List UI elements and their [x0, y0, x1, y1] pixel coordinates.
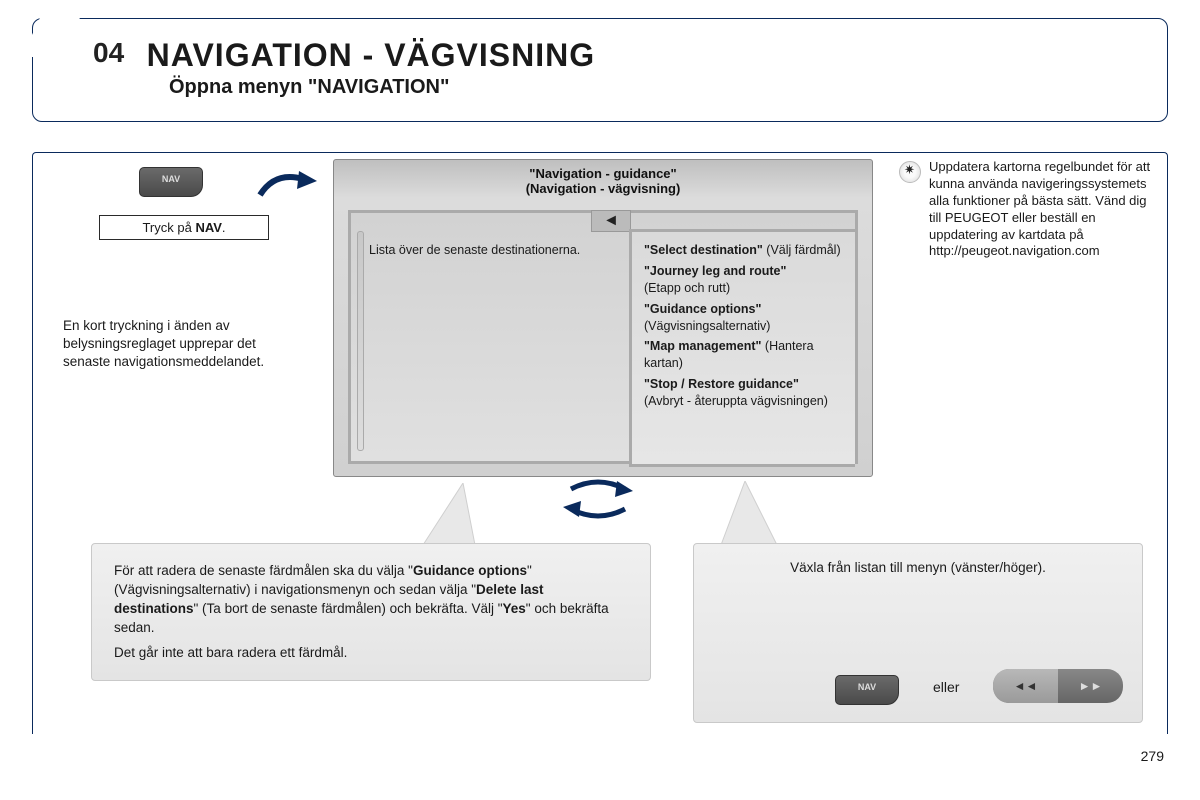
scrollbar[interactable]: [357, 231, 364, 451]
seek-back-button[interactable]: ◄◄: [993, 669, 1058, 703]
menu-item-bold: "Guidance options": [644, 302, 761, 316]
menu-item-rest: (Etapp och rutt): [644, 281, 730, 295]
callout-paragraph: För att radera de senaste färdmålen ska …: [114, 562, 628, 638]
navigation-screen: "Navigation - guidance" (Navigation - vä…: [333, 159, 873, 477]
press-nav-bold: NAV: [195, 220, 221, 235]
seek-forward-button[interactable]: ►►: [1058, 669, 1123, 703]
swap-arrows-icon: [553, 479, 643, 521]
tip-box: Uppdatera kartorna regelbundet för att k…: [899, 159, 1161, 260]
menu-item[interactable]: "Select destination" (Välj färdmål): [644, 242, 845, 259]
menu-item-bold: "Journey leg and route": [644, 264, 786, 278]
screen-panel: ◄ Lista över de senaste destinationerna.…: [348, 210, 858, 464]
press-nav-suffix: .: [222, 220, 226, 235]
t: " (Ta bort de senaste färdmålen) och bek…: [194, 601, 503, 616]
menu-item[interactable]: "Stop / Restore guidance" (Avbryt - åter…: [644, 376, 845, 410]
menu-item-rest: (Välj färdmål): [763, 243, 841, 257]
menu-item-bold: "Select destination": [644, 243, 763, 257]
menu-item[interactable]: "Journey leg and route" (Etapp och rutt): [644, 263, 845, 297]
menu-item-rest: (Vägvisningsalternativ): [644, 319, 770, 333]
tip-text: Uppdatera kartorna regelbundet för att k…: [929, 159, 1161, 260]
t: För att radera de senaste färdmålen ska …: [114, 563, 413, 578]
callout-delete-destinations: För att radera de senaste färdmålen ska …: [91, 543, 651, 681]
callout-pointer-icon: [721, 481, 791, 551]
screen-header-line1: "Navigation - guidance": [529, 166, 676, 181]
seek-buttons[interactable]: ◄◄ ►►: [993, 669, 1123, 703]
or-label: eller: [933, 679, 959, 695]
callout-right-text: Växla från listan till menyn (vänster/hö…: [712, 560, 1124, 575]
section-number: 04: [93, 37, 124, 69]
nav-button[interactable]: NAV: [835, 675, 899, 705]
page-number: 279: [1141, 748, 1164, 764]
section-title: NAVIGATION - VÄGVISNING: [147, 37, 596, 74]
screen-left-text: Lista över de senaste destinationerna.: [369, 243, 580, 257]
bulb-icon: [899, 161, 921, 183]
t: Yes: [503, 601, 526, 616]
hint-left-text: En kort tryckning i änden av belysningsr…: [63, 317, 293, 372]
section-subtitle: Öppna menyn "NAVIGATION": [169, 76, 1143, 99]
press-nav-prefix: Tryck på: [142, 220, 195, 235]
nav-button[interactable]: NAV: [139, 167, 203, 197]
menu-item-bold: "Stop / Restore guidance": [644, 377, 799, 391]
screen-header-line2: (Navigation - vägvisning): [334, 181, 872, 196]
left-arrow-tab[interactable]: ◄: [591, 210, 631, 232]
t: Guidance options: [413, 563, 527, 578]
callout-paragraph: Det går inte att bara radera ett färdmål…: [114, 644, 628, 663]
menu-item[interactable]: "Guidance options" (Vägvisningsalternati…: [644, 301, 845, 335]
menu-item[interactable]: "Map management" (Hantera kartan): [644, 338, 845, 372]
menu-item-rest: (Avbryt - återuppta vägvisningen): [644, 394, 828, 408]
screen-header: "Navigation - guidance" (Navigation - vä…: [334, 160, 872, 196]
screen-menu: "Select destination" (Välj färdmål) "Jou…: [629, 229, 855, 467]
header-frame: 04 NAVIGATION - VÄGVISNING Öppna menyn "…: [32, 18, 1168, 122]
press-nav-instruction: Tryck på NAV.: [99, 215, 269, 240]
arrow-icon: [255, 167, 325, 203]
menu-item-bold: "Map management": [644, 339, 761, 353]
content-frame: NAV Tryck på NAV. "Navigation - guidance…: [32, 152, 1168, 734]
